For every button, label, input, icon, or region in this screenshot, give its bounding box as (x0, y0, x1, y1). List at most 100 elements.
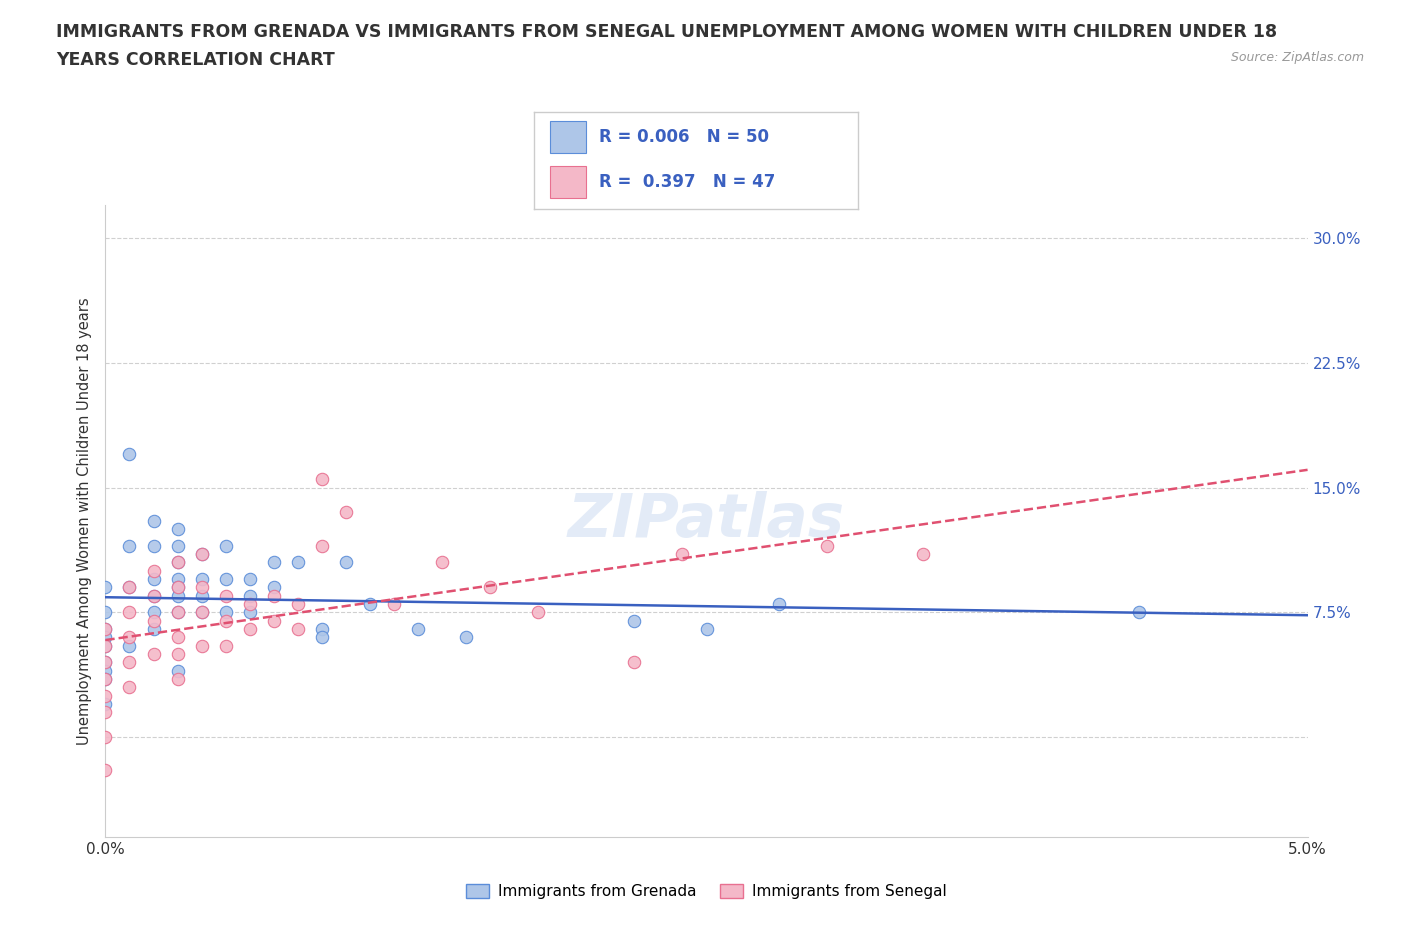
Text: ZIPatlas: ZIPatlas (568, 491, 845, 551)
Bar (550, 166, 586, 197)
Point (263, 580, 285, 595)
Point (94, 580, 117, 595)
Point (94, 671, 117, 686)
Point (214, 613, 236, 628)
Point (166, 671, 188, 686)
Point (94, 763, 117, 777)
Point (118, 655, 141, 670)
Point (406, 621, 429, 636)
Point (335, 555, 357, 570)
Point (142, 621, 165, 636)
Point (527, 604, 550, 619)
Point (94, 621, 117, 636)
Point (671, 547, 693, 562)
Point (190, 572, 212, 587)
Point (166, 580, 188, 595)
Point (118, 630, 141, 644)
Point (94, 730, 117, 745)
Point (815, 538, 838, 553)
Point (94, 604, 117, 619)
Point (239, 572, 262, 587)
Point (287, 621, 309, 636)
Point (190, 604, 212, 619)
Point (142, 589, 165, 604)
Point (142, 589, 165, 604)
Bar (550, 122, 586, 153)
Point (359, 596, 381, 611)
Point (239, 604, 262, 619)
Point (214, 638, 236, 653)
Point (142, 538, 165, 553)
Point (311, 538, 333, 553)
Text: Source: ZipAtlas.com: Source: ZipAtlas.com (1230, 51, 1364, 64)
Point (382, 596, 405, 611)
Point (623, 613, 645, 628)
Point (142, 604, 165, 619)
Text: IMMIGRANTS FROM GRENADA VS IMMIGRANTS FROM SENEGAL UNEMPLOYMENT AMONG WOMEN WITH: IMMIGRANTS FROM GRENADA VS IMMIGRANTS FR… (56, 23, 1278, 41)
Point (311, 621, 333, 636)
Text: YEARS CORRELATION CHART: YEARS CORRELATION CHART (56, 51, 335, 69)
Point (479, 580, 502, 595)
Point (454, 630, 477, 644)
Point (166, 580, 188, 595)
Point (311, 472, 333, 486)
Point (166, 646, 188, 661)
Point (263, 613, 285, 628)
Point (287, 555, 309, 570)
Point (118, 604, 141, 619)
Point (190, 580, 212, 595)
Point (768, 596, 790, 611)
Point (118, 538, 141, 553)
Point (118, 580, 141, 595)
Point (94, 671, 117, 686)
Point (166, 604, 188, 619)
Point (335, 505, 357, 520)
Point (166, 572, 188, 587)
Point (94, 688, 117, 703)
Point (94, 655, 117, 670)
Point (911, 547, 934, 562)
Y-axis label: Unemployment Among Women with Children Under 18 years: Unemployment Among Women with Children U… (77, 297, 93, 745)
Point (190, 547, 212, 562)
Point (166, 630, 188, 644)
Point (118, 446, 141, 461)
Point (190, 547, 212, 562)
Point (142, 646, 165, 661)
Point (190, 638, 212, 653)
Point (94, 630, 117, 644)
Point (118, 638, 141, 653)
Point (263, 589, 285, 604)
Point (166, 522, 188, 537)
Point (166, 555, 188, 570)
Point (263, 555, 285, 570)
Point (166, 555, 188, 570)
Point (214, 589, 236, 604)
Point (166, 589, 188, 604)
Point (166, 663, 188, 678)
Point (430, 555, 453, 570)
Legend: Immigrants from Grenada, Immigrants from Senegal: Immigrants from Grenada, Immigrants from… (460, 878, 953, 905)
Point (239, 596, 262, 611)
Point (1128, 604, 1150, 619)
Point (623, 655, 645, 670)
Point (94, 705, 117, 720)
Point (239, 589, 262, 604)
Text: R = 0.006   N = 50: R = 0.006 N = 50 (599, 128, 769, 146)
Point (94, 621, 117, 636)
Point (142, 564, 165, 578)
Point (118, 680, 141, 695)
Point (190, 589, 212, 604)
Point (142, 613, 165, 628)
Point (239, 621, 262, 636)
Point (94, 663, 117, 678)
Point (696, 621, 718, 636)
Point (166, 538, 188, 553)
Point (94, 697, 117, 711)
Point (94, 638, 117, 653)
Point (214, 538, 236, 553)
Point (142, 572, 165, 587)
Text: R =  0.397   N = 47: R = 0.397 N = 47 (599, 173, 775, 191)
Point (166, 604, 188, 619)
Point (287, 596, 309, 611)
Point (214, 604, 236, 619)
